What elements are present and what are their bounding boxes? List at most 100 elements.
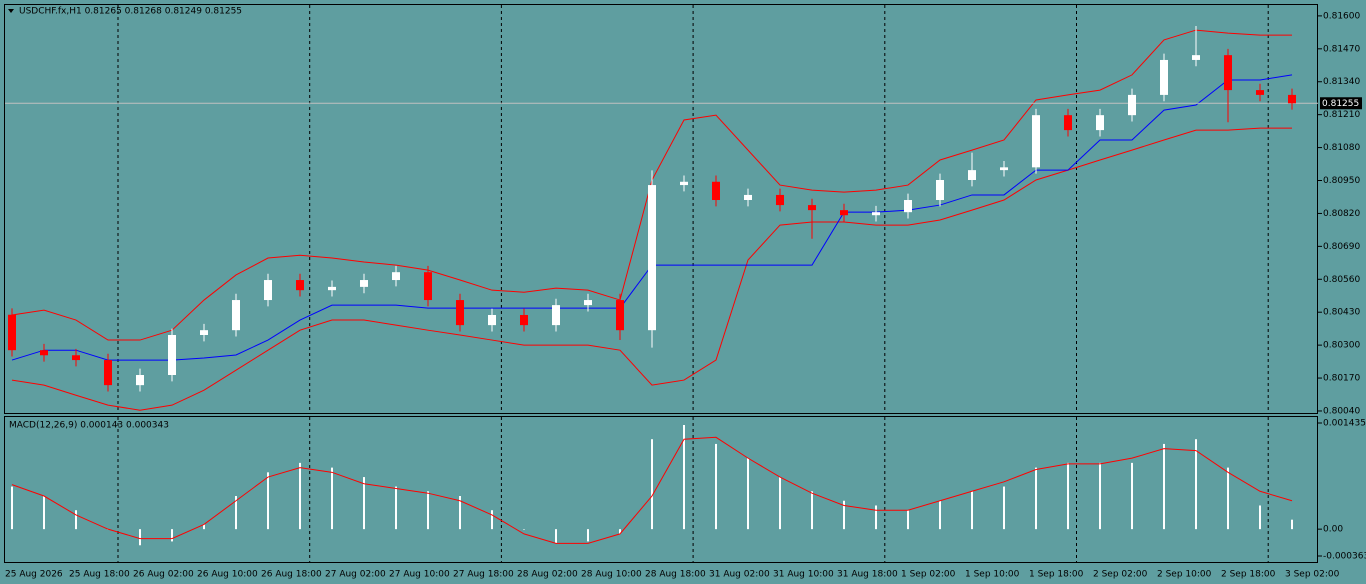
- macd-bar: [619, 529, 621, 534]
- macd-bar: [1003, 486, 1005, 530]
- candle-body: [232, 300, 240, 331]
- y-tick-label: 0.80690: [1323, 242, 1360, 252]
- macd-bar: [171, 529, 173, 542]
- symbol-header: USDCHF.fx,H1 0.81265 0.81268 0.81249 0.8…: [19, 7, 242, 17]
- candle-body: [648, 185, 656, 331]
- candle-body: [1288, 94, 1296, 104]
- candle-body: [392, 272, 400, 281]
- indicator-line: [11, 127, 1292, 411]
- macd-bar: [75, 510, 77, 530]
- macd-tick-label: -0.000363: [1323, 552, 1366, 562]
- candle-body: [296, 280, 304, 291]
- time-label: 31 Aug 02:00: [709, 570, 770, 580]
- macd-bar: [491, 510, 493, 530]
- current-price-label: 0.81255: [1322, 99, 1359, 109]
- candle-body: [552, 305, 560, 326]
- candle-body: [936, 180, 944, 201]
- macd-bar: [427, 491, 429, 530]
- macd-bar: [235, 496, 237, 530]
- macd-bar: [555, 529, 557, 544]
- time-label: 25 Aug 18:00: [69, 570, 130, 580]
- time-label: 28 Aug 10:00: [581, 570, 642, 580]
- macd-bar: [1131, 462, 1133, 530]
- macd-bar: [1195, 439, 1197, 530]
- time-label: 27 Aug 10:00: [389, 570, 450, 580]
- candle-body: [584, 300, 592, 306]
- candle-body: [104, 360, 112, 386]
- time-label: 2 Sep 10:00: [1157, 570, 1212, 580]
- candle-body: [872, 212, 880, 216]
- macd-header: MACD(12,26,9) 0.000143 0.000343: [9, 421, 169, 431]
- candle-body: [40, 350, 48, 356]
- macd-bar: [523, 529, 525, 530]
- macd-bar: [1291, 519, 1293, 530]
- macd-bar: [747, 458, 749, 530]
- macd-bar: [299, 462, 301, 530]
- macd-tick-label: 0.001435: [1323, 419, 1366, 429]
- candle-body: [1128, 94, 1136, 116]
- macd-bar: [907, 510, 909, 530]
- macd-bar: [331, 467, 333, 530]
- macd-bar: [459, 496, 461, 530]
- time-label: 25 Aug 2026: [5, 570, 63, 580]
- time-label: 3 Sep 02:00: [1285, 570, 1340, 580]
- macd-bar: [139, 529, 141, 546]
- time-label: 26 Aug 18:00: [261, 570, 322, 580]
- candle-body: [744, 194, 752, 201]
- candle-body: [264, 280, 272, 301]
- candle-body: [456, 300, 464, 326]
- menu-arrow: [8, 9, 14, 13]
- time-label: 1 Sep 02:00: [901, 570, 956, 580]
- macd-bar: [267, 472, 269, 530]
- candle-body: [168, 334, 176, 376]
- macd-bar: [587, 529, 589, 542]
- candle-body: [72, 355, 80, 361]
- macd-bar: [203, 524, 205, 530]
- time-label: 1 Sep 10:00: [965, 570, 1020, 580]
- candle-body: [1032, 115, 1040, 168]
- candle-body: [488, 314, 496, 326]
- macd-bar: [939, 500, 941, 530]
- candle-body: [968, 170, 976, 181]
- macd-bar: [651, 439, 653, 530]
- time-label: 1 Sep 18:00: [1029, 570, 1084, 580]
- candle-body: [1064, 115, 1072, 131]
- macd-bar: [1227, 467, 1229, 530]
- macd-bar: [1259, 505, 1261, 530]
- price-pane: [4, 4, 1318, 414]
- candle-body: [1192, 55, 1200, 60]
- candle-body: [1256, 90, 1264, 95]
- y-tick-label: 0.81470: [1323, 44, 1360, 54]
- candle-body: [680, 181, 688, 186]
- day-separators: [117, 5, 1269, 562]
- y-tick-label: 0.81600: [1323, 11, 1360, 21]
- macd-bar: [843, 500, 845, 530]
- y-tick-label: 0.80040: [1323, 406, 1360, 416]
- y-tick-label: 0.80950: [1323, 176, 1360, 186]
- macd-bar: [971, 491, 973, 530]
- candle-body: [1000, 167, 1008, 171]
- time-label: 27 Aug 02:00: [325, 570, 386, 580]
- macd-bar: [1067, 462, 1069, 530]
- time-label: 2 Sep 18:00: [1221, 570, 1276, 580]
- time-label: 27 Aug 18:00: [453, 570, 514, 580]
- y-tick-label: 0.81210: [1323, 110, 1360, 120]
- macd-bar: [43, 496, 45, 530]
- macd-pane: [4, 416, 1318, 563]
- macd-bar: [1099, 462, 1101, 530]
- time-label: 31 Aug 10:00: [773, 570, 834, 580]
- macd-bar: [811, 491, 813, 530]
- y-tick-label: 0.80300: [1323, 341, 1360, 351]
- candle-body: [712, 181, 720, 201]
- candle-body: [200, 330, 208, 335]
- macd-signal: [11, 436, 1293, 544]
- time-label: 26 Aug 02:00: [133, 570, 194, 580]
- y-tick-label: 0.81080: [1323, 143, 1360, 153]
- candle-body: [424, 272, 432, 301]
- time-label: 28 Aug 18:00: [645, 570, 706, 580]
- candle-body: [1224, 55, 1232, 91]
- time-label: 28 Aug 02:00: [517, 570, 578, 580]
- candle-body: [328, 286, 336, 291]
- macd-bar: [1163, 443, 1165, 530]
